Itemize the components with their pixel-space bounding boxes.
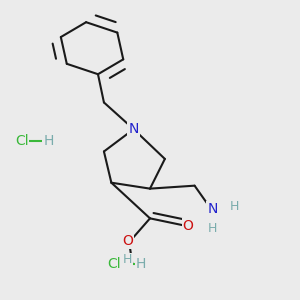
Text: H: H: [230, 200, 239, 213]
Text: H: H: [136, 257, 146, 272]
Text: O: O: [183, 219, 194, 233]
Text: H: H: [208, 222, 217, 235]
Text: N: N: [207, 202, 218, 216]
Text: Cl: Cl: [15, 134, 28, 148]
Text: Cl: Cl: [107, 257, 121, 272]
Text: H: H: [43, 134, 53, 148]
Text: H: H: [123, 254, 132, 266]
Text: N: N: [128, 122, 139, 136]
Text: O: O: [122, 234, 133, 248]
